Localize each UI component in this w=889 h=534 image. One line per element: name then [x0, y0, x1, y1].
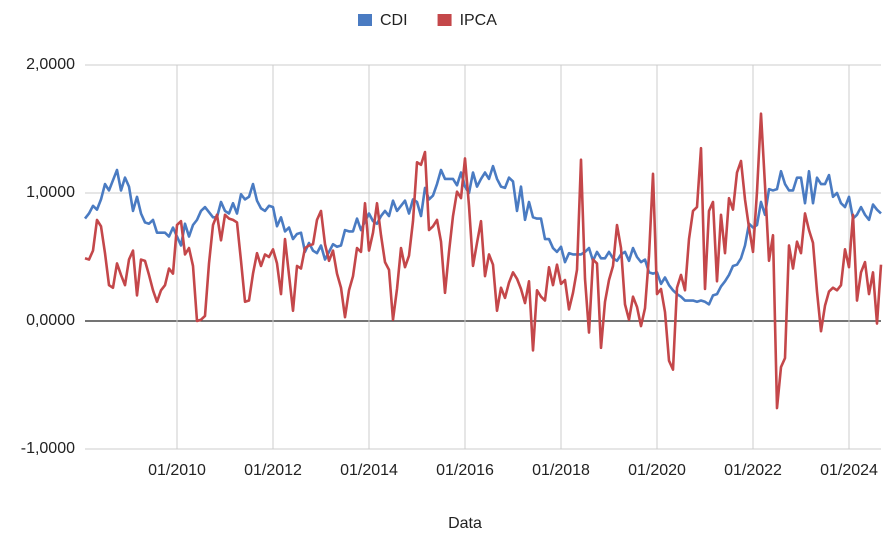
x-tick-label: 01/2024 — [820, 462, 878, 479]
y-tick-label: 1,0000 — [26, 184, 75, 201]
x-tick-label: 01/2012 — [244, 462, 302, 479]
x-axis-label: Data — [448, 515, 482, 532]
legend-label: IPCA — [460, 12, 498, 29]
x-tick-label: 01/2014 — [340, 462, 398, 479]
x-tick-label: 01/2018 — [532, 462, 590, 479]
y-tick-label: -1,0000 — [21, 440, 75, 457]
y-tick-label: 0,0000 — [26, 312, 75, 329]
y-tick-label: 2,0000 — [26, 56, 75, 73]
series-line — [84, 112, 883, 410]
legend-swatch — [437, 14, 452, 26]
x-tick-label: 01/2022 — [724, 462, 782, 479]
legend-swatch — [358, 14, 372, 26]
legend-label: CDI — [380, 12, 408, 29]
x-tick-label: 01/2010 — [148, 462, 206, 479]
x-tick-label: 01/2016 — [436, 462, 494, 479]
x-tick-label: 01/2020 — [628, 462, 686, 479]
